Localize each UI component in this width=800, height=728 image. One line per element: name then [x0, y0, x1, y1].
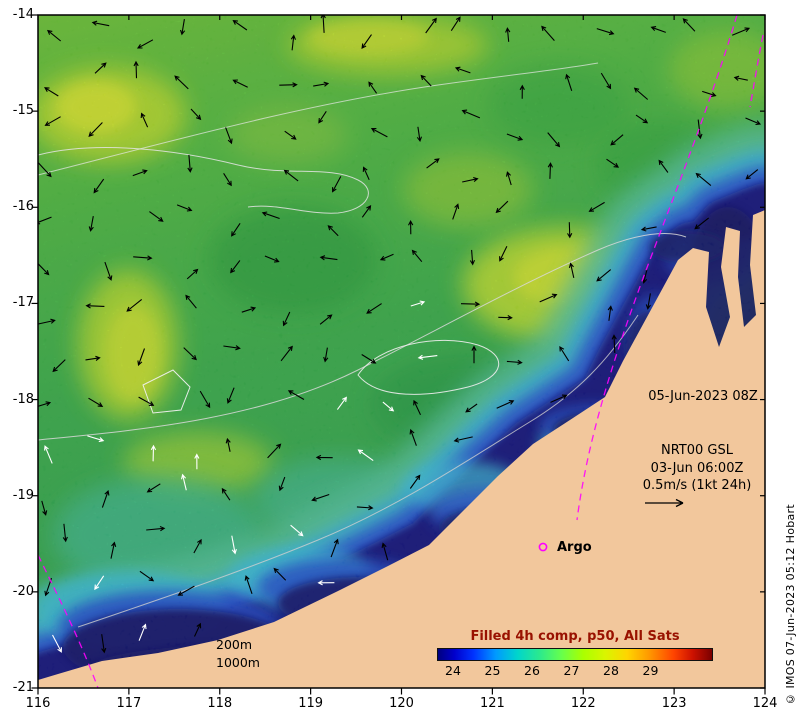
lon-tick-label: 117 [116, 696, 142, 711]
argo-label: Argo [557, 540, 592, 555]
colorbar-tick-label: 24 [445, 663, 461, 678]
lat-tick-label: -19 [12, 487, 34, 503]
lat-tick-label: -15 [12, 103, 34, 119]
lon-tick-label: 123 [661, 696, 687, 711]
lat-tick-label: -17 [12, 295, 34, 311]
lon-tick-label: 118 [207, 696, 233, 711]
map-datetime-label: 05-Jun-2023 08Z [648, 389, 758, 404]
colorbar-tick-label: 25 [484, 663, 501, 678]
lat-tick-label: -18 [12, 391, 34, 407]
velocity-key-block: NRT00 GSL 03-Jun 06:00Z 0.5m/s (1kt 24h) [620, 442, 774, 495]
colorbar-tick-label: 26 [524, 663, 540, 678]
lat-tick-label: -16 [12, 199, 34, 215]
model-datetime-label: 03-Jun 06:00Z [650, 460, 744, 476]
colorbar-title: Filled 4h comp, p50, All Sats [470, 629, 680, 644]
lat-tick-label: -21 [12, 680, 34, 695]
lat-tick-label: -14 [12, 7, 34, 22]
lat-tick-label: -20 [12, 583, 34, 599]
lon-tick-label: 119 [298, 696, 324, 711]
copyright-text: © IMOS 07-Jun-2023 05:12 Hobart [784, 504, 797, 706]
lon-tick-label: 122 [570, 696, 596, 711]
velocity-scale-label: 0.5m/s (1kt 24h) [642, 478, 752, 493]
colorbar-tick-label: 29 [642, 663, 659, 678]
colorbar-tick-label: 27 [563, 663, 580, 678]
colorbar-tick-labels: 24 25 26 27 28 29 [437, 663, 713, 679]
lon-tick-label: 120 [389, 696, 414, 711]
isobath-200m-label: 200m [216, 637, 253, 652]
isobath-1000m-label: 1000m [216, 655, 260, 670]
model-name-label: NRT00 GSL [661, 443, 733, 458]
lon-tick-label: 116 [25, 696, 51, 711]
lon-tick-label: 124 [752, 696, 778, 711]
lon-tick-label: 121 [479, 696, 505, 711]
sst-map-canvas [38, 15, 765, 688]
colorbar [437, 648, 713, 661]
colorbar-tick-label: 28 [603, 663, 619, 678]
